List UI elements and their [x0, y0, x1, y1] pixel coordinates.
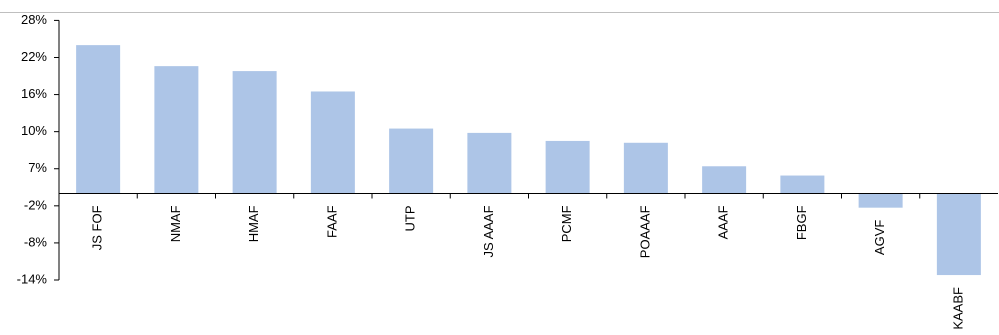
x-tick-label: POAAAF	[637, 205, 652, 258]
bar	[154, 66, 199, 194]
x-tick-label: FAAF	[324, 205, 339, 238]
y-tick-label: 22%	[21, 49, 47, 64]
y-tick-label: -8%	[24, 234, 48, 249]
y-tick-label: 16%	[21, 86, 47, 101]
x-tick-label: AAAF	[716, 205, 731, 239]
bar	[389, 128, 434, 194]
x-tick-label: NMAF	[168, 205, 183, 242]
bar	[702, 166, 747, 194]
y-tick-label: 7%	[28, 160, 47, 175]
bar	[545, 140, 590, 194]
bar	[310, 91, 355, 194]
bar	[858, 193, 903, 208]
x-tick-label: PCMF	[559, 205, 574, 242]
bar	[467, 132, 512, 194]
x-tick-label: KAABF	[950, 287, 965, 330]
x-tick-label: JS FOF	[90, 205, 105, 250]
y-tick-label: 28%	[21, 12, 47, 27]
x-tick-label: AGVF	[872, 220, 887, 255]
y-tick-label: -2%	[24, 197, 48, 212]
x-tick-label: FBGF	[794, 205, 809, 240]
bar	[623, 142, 668, 194]
y-tick-label: -14%	[17, 271, 48, 286]
x-tick-label: HMAF	[246, 205, 261, 242]
y-tick-label: 10%	[21, 123, 47, 138]
bar	[76, 45, 121, 194]
x-tick-label: JS AAAF	[481, 205, 496, 257]
bar	[780, 175, 825, 194]
bar	[232, 71, 277, 194]
bar	[936, 193, 981, 276]
x-tick-label: UTP	[403, 205, 418, 231]
